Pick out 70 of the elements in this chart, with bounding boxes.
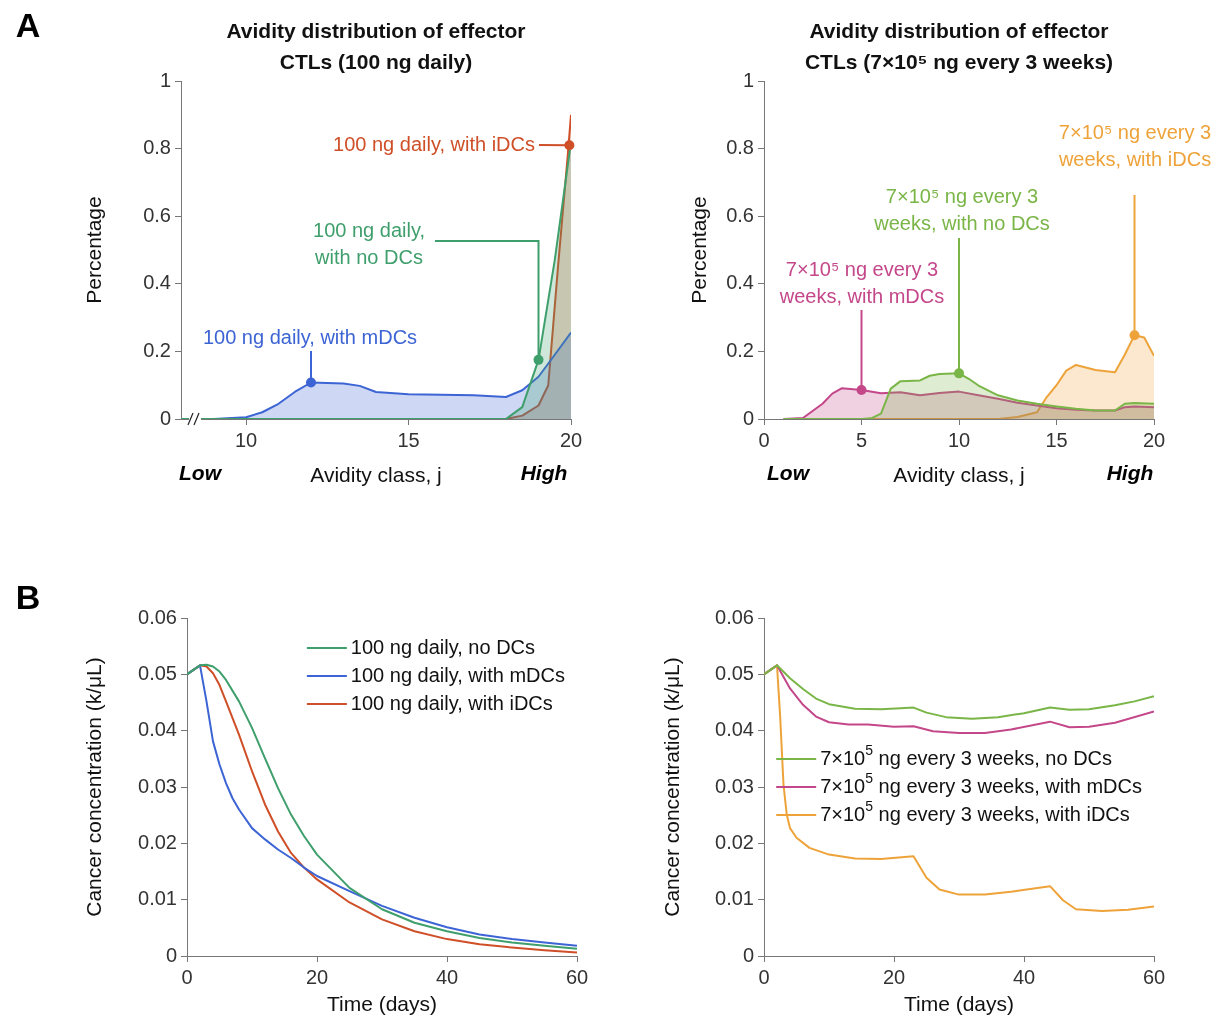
point	[1129, 330, 1140, 341]
y-tick-label: 0.06	[715, 605, 754, 628]
x-tick-label: 20	[882, 965, 906, 988]
x-tick-label: 0	[758, 428, 770, 451]
y-tick-label: 0.04	[138, 718, 177, 741]
x-axis-title: Time (days)	[326, 992, 438, 1016]
annotation: 7×10⁵ ng every 3 weeks, with iDCs	[1057, 120, 1212, 170]
x-tick-label: 60	[565, 965, 589, 988]
y-tick-label: 0.03	[138, 774, 177, 797]
y-tick-label: 0.01	[138, 887, 177, 910]
y-tick-label: 0.8	[726, 136, 754, 159]
y-tick-label: 0.02	[715, 830, 754, 853]
y-axis-title: Percentage	[687, 196, 711, 304]
y-tick-label: 0.04	[715, 718, 754, 741]
y-tick-label: 0.05	[715, 661, 754, 684]
x-tick-label: 0	[758, 965, 770, 988]
text: Low	[179, 460, 223, 484]
y-tick-label: 1	[159, 68, 171, 91]
y-tick-label: 0.4	[143, 271, 171, 294]
x-tick-label: 0	[181, 965, 193, 988]
text: A	[15, 6, 41, 45]
y-tick-label: 0.03	[715, 774, 754, 797]
chart-title: Avidity distribution of effector CTLs (100 ng daily)	[226, 18, 526, 73]
x-axis-title: Avidity class, j	[893, 463, 1025, 487]
legend-label: 100 ng daily, with iDCs	[350, 691, 553, 714]
y-tick-label: 0.2	[726, 338, 754, 361]
y-axis-title: Cancer concentration (k/μL)	[660, 657, 684, 917]
text: B	[15, 578, 41, 617]
legend-label: 100 ng daily, with mDCs	[350, 663, 566, 686]
annotation: 7×10⁵ ng every 3 weeks, with mDCs	[778, 257, 945, 307]
text: High	[1106, 460, 1154, 484]
x-tick-label: 15	[397, 428, 420, 451]
x-tick-label: 20	[305, 965, 329, 988]
y-tick-label: 0.2	[143, 338, 171, 361]
y-tick-label: 0	[742, 943, 754, 966]
y-tick-label: 0.6	[143, 203, 171, 226]
x-tick-label: 10	[234, 428, 258, 451]
y-tick-label: 0	[742, 406, 754, 429]
x-tick-label: 5	[855, 428, 868, 451]
text: High	[520, 460, 568, 484]
y-tick-label: 0.06	[138, 605, 177, 628]
x-tick-label: 20	[559, 428, 583, 451]
y-tick-label: 1	[742, 68, 754, 91]
y-tick-label: 0.01	[715, 887, 754, 910]
y-tick-label: 0.8	[143, 136, 171, 159]
x-tick-label: 20	[1142, 428, 1166, 451]
y-tick-label: 0.05	[138, 661, 177, 684]
y-tick-label: 0	[159, 406, 171, 429]
annotation: 7×10⁵ ng every 3 weeks, with no DCs	[873, 184, 1050, 234]
x-tick-label: 60	[1142, 965, 1166, 988]
x-tick-label: 10	[947, 428, 971, 451]
y-tick-label: 0.4	[726, 271, 754, 294]
point	[954, 368, 964, 379]
y-tick-label: 0.6	[726, 203, 754, 226]
x-tick-label: 40	[1012, 965, 1036, 988]
legend-label: 100 ng daily, no DCs	[350, 635, 536, 658]
x-tick-label: 15	[1045, 428, 1068, 451]
x-axis-title: Time (days)	[903, 992, 1015, 1016]
y-tick-label: 0	[165, 943, 177, 966]
y-axis-title: Cancer concentration (k/μL)	[82, 657, 106, 917]
y-tick-label: 0.02	[138, 830, 177, 853]
annotation: 100 ng daily, with no DCs	[313, 218, 425, 268]
annotation: 100 ng daily, with mDCs	[202, 325, 418, 348]
point	[856, 384, 867, 395]
text: Low	[767, 460, 811, 484]
x-tick-label: 40	[435, 965, 459, 988]
x-axis-title: Avidity class, j	[310, 463, 442, 487]
y-axis-title: Percentage	[82, 196, 106, 304]
annotation: 100 ng daily, with iDCs	[333, 132, 535, 155]
chart-title: Avidity distribution of effector CTLs (7×10⁵ ng every 3 weeks)	[804, 18, 1114, 73]
